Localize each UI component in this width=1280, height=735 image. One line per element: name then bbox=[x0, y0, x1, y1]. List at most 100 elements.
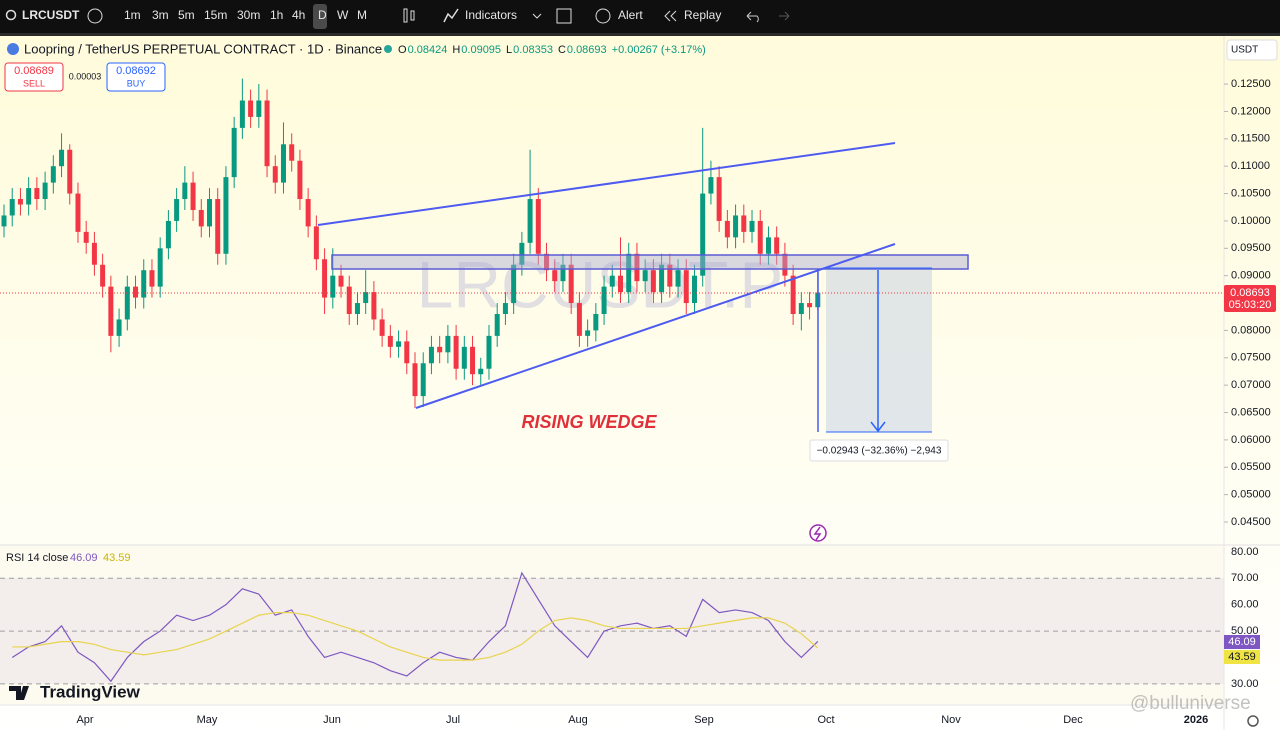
interval-button[interactable]: M bbox=[357, 8, 367, 22]
candle-body bbox=[231, 127, 237, 178]
interval-button[interactable]: 1m bbox=[124, 8, 141, 22]
candle-body bbox=[609, 275, 615, 287]
price-tick-label: 0.07000 bbox=[1231, 379, 1271, 391]
rsi-line bbox=[12, 611, 819, 661]
interval-button[interactable]: 5m bbox=[178, 8, 195, 22]
price-tick-label: 0.09000 bbox=[1231, 270, 1271, 282]
candle-body bbox=[83, 231, 89, 243]
candle-body bbox=[42, 182, 48, 200]
price-tick-label: 0.04500 bbox=[1231, 516, 1271, 528]
price-tick-label: 0.11500 bbox=[1231, 133, 1270, 145]
candle-body bbox=[387, 335, 393, 347]
wedge-upper[interactable] bbox=[317, 142, 896, 226]
candle-body bbox=[445, 335, 451, 353]
ohlc-value: 0.08353 bbox=[513, 44, 553, 56]
resistance-zone[interactable] bbox=[331, 254, 969, 270]
ohlc-value: 0.08424 bbox=[408, 44, 448, 56]
rsi-ma-value: 43.59 bbox=[103, 552, 131, 564]
candle-body bbox=[420, 363, 426, 397]
pattern-annotation: RISING WEDGE bbox=[521, 412, 657, 432]
search-icon[interactable] bbox=[5, 9, 17, 21]
ohlc-change: +0.00267 (+3.17%) bbox=[612, 44, 706, 56]
price-tick-label: 0.08000 bbox=[1231, 324, 1271, 336]
candle-body bbox=[239, 100, 245, 128]
measure-label-box bbox=[809, 439, 949, 462]
chart-type-icon[interactable] bbox=[403, 8, 408, 23]
candle-body bbox=[527, 199, 533, 243]
time-label: 2026 bbox=[1184, 714, 1208, 726]
replay-icon[interactable] bbox=[664, 10, 677, 22]
indicators-button[interactable]: Indicators bbox=[465, 8, 517, 22]
alert-icon[interactable] bbox=[595, 8, 611, 24]
candle-body bbox=[305, 199, 311, 227]
toolbar bbox=[0, 0, 1280, 33]
settings-icon[interactable] bbox=[1247, 715, 1259, 727]
rsi-line bbox=[11, 571, 819, 683]
candle-body bbox=[634, 253, 640, 282]
candle-body bbox=[461, 346, 467, 369]
time-label: Apr bbox=[76, 714, 93, 726]
candle-body bbox=[428, 346, 434, 364]
last-price-box bbox=[1224, 285, 1276, 312]
candle-body bbox=[453, 335, 459, 369]
candle-body bbox=[683, 270, 689, 304]
redo[interactable] bbox=[779, 11, 790, 21]
candle-body bbox=[215, 199, 221, 254]
symbol[interactable]: LRCUSDT bbox=[22, 8, 80, 22]
candle-body bbox=[626, 253, 632, 293]
candle-body bbox=[765, 237, 771, 254]
add-symbol[interactable] bbox=[87, 8, 103, 24]
chart-type-icon[interactable] bbox=[410, 10, 415, 21]
candle-body bbox=[256, 100, 262, 117]
buy-price: 0.08692 bbox=[116, 65, 156, 77]
candle-body bbox=[346, 286, 352, 314]
candle-body bbox=[354, 303, 360, 314]
sell-price: 0.08689 bbox=[14, 65, 54, 77]
layout-icon[interactable] bbox=[556, 8, 572, 24]
buy-button[interactable] bbox=[106, 62, 166, 92]
candle-body bbox=[576, 303, 582, 336]
candle-body bbox=[100, 264, 106, 287]
candle-body bbox=[593, 313, 599, 331]
candle-body bbox=[363, 292, 369, 304]
candle-body bbox=[297, 160, 303, 200]
interval-button[interactable]: 15m bbox=[204, 8, 227, 22]
price-tick-label: 0.10000 bbox=[1231, 215, 1271, 227]
rsi-value-label: 46.09 bbox=[1228, 636, 1256, 648]
candle-body bbox=[207, 199, 212, 227]
price-tick-label: 0.10500 bbox=[1231, 187, 1271, 199]
measure-area[interactable] bbox=[826, 268, 932, 432]
replay-button[interactable]: Replay bbox=[684, 8, 721, 22]
candle-body bbox=[774, 237, 780, 254]
candle-body bbox=[601, 286, 607, 314]
price-tick-label: 0.11000 bbox=[1231, 160, 1270, 172]
indicators-icon[interactable] bbox=[443, 8, 459, 23]
currency-select[interactable] bbox=[1226, 39, 1278, 61]
interval-button[interactable]: W bbox=[337, 8, 349, 22]
interval-button[interactable]: 1h bbox=[270, 8, 283, 22]
time-label: Dec bbox=[1063, 714, 1083, 726]
candle-body bbox=[502, 303, 508, 314]
interval-button[interactable]: 4h bbox=[292, 8, 305, 22]
rsi-tick-label: 60.00 bbox=[1231, 599, 1259, 611]
dropdown[interactable] bbox=[532, 13, 542, 19]
wedge-lower[interactable] bbox=[415, 243, 896, 409]
event-icon[interactable] bbox=[809, 524, 827, 542]
ohlc-value: 0.09095 bbox=[461, 44, 501, 56]
symbol-logo bbox=[7, 43, 19, 55]
candle-body bbox=[174, 199, 180, 221]
interval-button[interactable]: D bbox=[318, 8, 327, 22]
interval-button[interactable]: 30m bbox=[237, 8, 260, 22]
toolbar-edge bbox=[0, 33, 1280, 36]
candle-body bbox=[519, 242, 525, 265]
sell-button[interactable] bbox=[4, 62, 64, 92]
candle-body bbox=[749, 220, 755, 232]
undo[interactable] bbox=[746, 11, 759, 23]
candle-body bbox=[675, 270, 681, 287]
interval-active[interactable] bbox=[313, 4, 327, 29]
candle-body bbox=[198, 209, 204, 227]
candle-body bbox=[379, 319, 385, 336]
price-tick-label: 0.12000 bbox=[1231, 105, 1271, 117]
interval-button[interactable]: 3m bbox=[152, 8, 169, 22]
alert-button[interactable]: Alert bbox=[618, 8, 643, 22]
